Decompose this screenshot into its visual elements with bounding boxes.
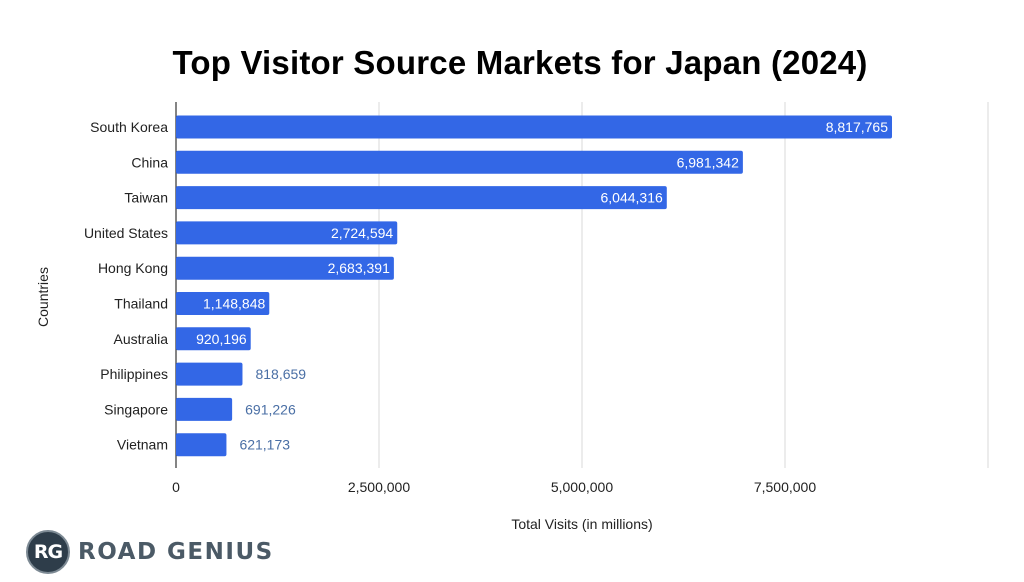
brand-name: ROAD GENIUS xyxy=(78,539,274,565)
data-label: 621,173 xyxy=(239,437,290,453)
data-label: 6,981,342 xyxy=(677,154,739,170)
bar xyxy=(176,115,893,139)
x-tick-label: 7,500,000 xyxy=(754,479,816,495)
category-label: United States xyxy=(84,225,168,241)
category-label: Hong Kong xyxy=(98,260,168,276)
bar xyxy=(176,397,233,421)
chart-title: Top Visitor Source Markets for Japan (20… xyxy=(172,44,868,81)
brand-logo-icon: RG xyxy=(26,530,70,574)
category-label: Thailand xyxy=(114,296,168,312)
brand-watermark: RG ROAD GENIUS xyxy=(26,528,274,576)
category-label: Singapore xyxy=(104,401,168,417)
x-tick-label: 0 xyxy=(172,479,180,495)
x-tick-label: 5,000,000 xyxy=(551,479,613,495)
data-label: 2,683,391 xyxy=(328,260,390,276)
bar xyxy=(176,186,667,210)
category-label: Australia xyxy=(114,331,169,347)
x-axis-title: Total Visits (in millions) xyxy=(511,516,652,532)
data-label: 6,044,316 xyxy=(601,190,663,206)
data-label: 1,148,848 xyxy=(203,296,265,312)
data-label: 8,817,765 xyxy=(826,119,888,135)
y-axis-title: Countries xyxy=(35,267,51,327)
data-label: 691,226 xyxy=(245,401,296,417)
bar xyxy=(176,256,394,280)
category-label: Vietnam xyxy=(117,437,168,453)
data-label: 818,659 xyxy=(255,366,306,382)
data-label: 2,724,594 xyxy=(331,225,393,241)
category-label: Philippines xyxy=(100,366,168,382)
bar xyxy=(176,221,398,245)
data-label: 920,196 xyxy=(196,331,247,347)
category-label: Taiwan xyxy=(124,190,168,206)
bar xyxy=(176,292,270,315)
bar xyxy=(176,362,243,386)
category-label: China xyxy=(131,154,168,170)
x-tick-label: 2,500,000 xyxy=(348,479,410,495)
bar xyxy=(176,433,227,457)
bar xyxy=(176,150,743,174)
category-label: South Korea xyxy=(90,119,168,135)
bar xyxy=(176,327,251,351)
